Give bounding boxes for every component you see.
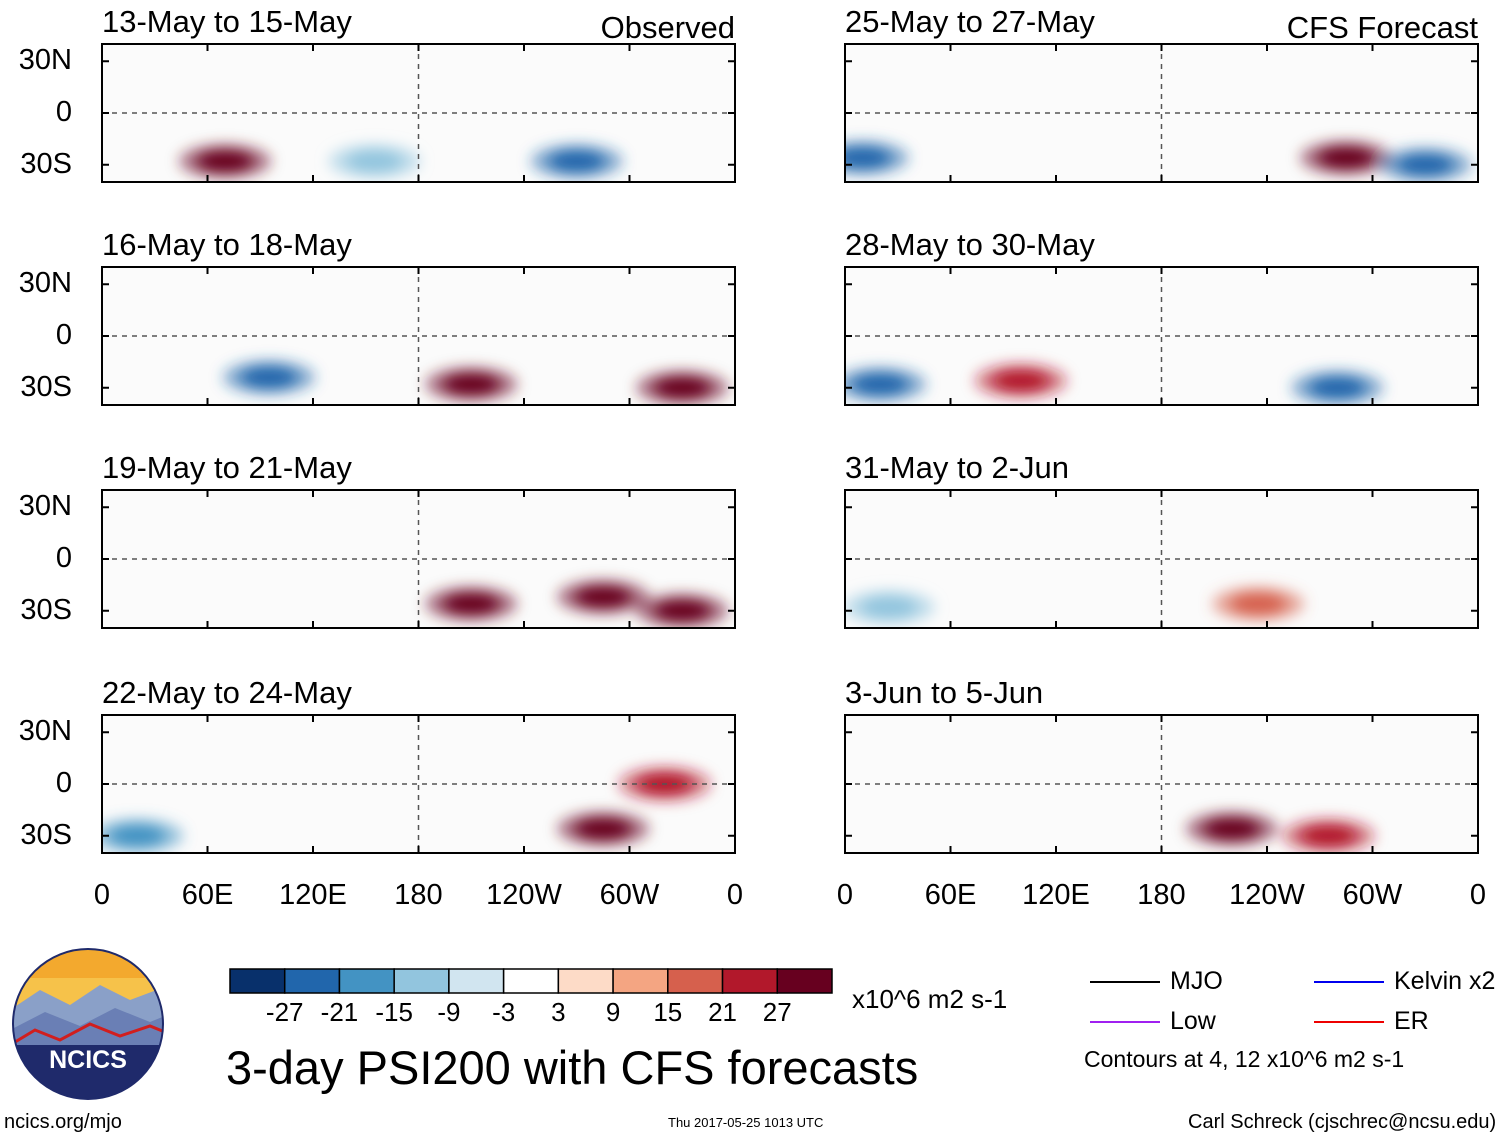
y-tick-label: 0 [55, 767, 72, 799]
y-tick-label: 30N [18, 490, 72, 523]
x-tick-label: 0 [1469, 879, 1487, 911]
panel-title: 25-May to 27-May [845, 4, 1095, 39]
colorbar-tick-label: 15 [653, 997, 683, 1027]
x-tick-label: 0 [93, 879, 111, 911]
psi-anomaly-core [1309, 376, 1366, 399]
column-label-observed: Observed [600, 10, 735, 45]
colorbar-box [448, 968, 505, 994]
psi-anomaly-core [654, 599, 711, 622]
column-label-forecast: CFS Forecast [1286, 10, 1478, 45]
psi-anomaly-core [1300, 824, 1357, 847]
y-tick-label: 30S [20, 147, 72, 180]
psi-anomaly-core [197, 150, 254, 173]
panel-title: 28-May to 30-May [845, 227, 1095, 262]
panel-title: 16-May to 18-May [102, 227, 352, 262]
y-tick-label: 30N [18, 715, 72, 748]
psi-anomaly-core [1318, 146, 1375, 169]
y-tick-label: 0 [55, 319, 72, 351]
psi-anomaly-core [845, 146, 891, 169]
colorbar-tick-label: -27 [265, 997, 304, 1027]
colorbar-box [338, 968, 395, 994]
psi-anomaly-core [992, 369, 1049, 392]
colorbar-box [667, 968, 724, 994]
footer-author: Carl Schreck (cjschrec@ncsu.edu) [1188, 1111, 1497, 1133]
legend-label: MJO [1170, 967, 1223, 995]
y-tick-label: 30N [18, 44, 72, 77]
map-panel [844, 266, 1479, 406]
x-tick-label: 0 [726, 879, 744, 911]
psi-anomaly-core [575, 585, 632, 608]
figure-title: 3-day PSI200 with CFS forecasts [226, 1041, 919, 1094]
panel-title: 13-May to 15-May [102, 4, 352, 39]
x-tick-label: 60W [599, 879, 660, 911]
colorbar-box [229, 968, 286, 994]
map-panel [844, 489, 1479, 629]
psi-anomaly-core [1203, 817, 1260, 840]
psi-anomaly-core [241, 366, 298, 389]
panel-title: 31-May to 2-Jun [845, 450, 1069, 485]
ncics-logo: NCICS [12, 948, 164, 1100]
x-tick-label: 180 [1137, 879, 1186, 911]
colorbar-units: x10^6 m2 s-1 [852, 984, 1008, 1014]
x-tick-label: 120W [1229, 879, 1305, 911]
colorbar-box [393, 968, 450, 994]
footer-url[interactable]: ncics.org/mjo [4, 1111, 122, 1133]
x-tick-label: 120E [1022, 879, 1090, 911]
colorbar-tick-label: -9 [437, 997, 461, 1027]
colorbar-box [557, 968, 614, 994]
legend-label: ER [1394, 1007, 1429, 1035]
x-tick-label: 60E [181, 879, 234, 911]
y-tick-label: 0 [55, 542, 72, 574]
colorbar-box [721, 968, 779, 994]
y-tick-label: 30N [18, 267, 72, 300]
colorbar-box [612, 968, 669, 994]
y-tick-label: 0 [55, 96, 72, 128]
y-tick-label: 30S [20, 370, 72, 403]
map-panel [844, 714, 1479, 854]
colorbar-tick-label: 3 [551, 997, 566, 1027]
y-tick-label: 30S [20, 818, 72, 851]
contour-note: Contours at 4, 12 x10^6 m2 s-1 [1084, 1046, 1405, 1072]
x-tick-label: 60E [924, 879, 977, 911]
psi-anomaly-core [654, 376, 711, 399]
x-tick-label: 120W [486, 879, 562, 911]
colorbar-tick-label: -21 [320, 997, 359, 1027]
x-tick-label: 180 [394, 879, 443, 911]
colorbar-box [283, 968, 341, 994]
psi-anomaly-core [109, 824, 166, 847]
psi-anomaly-core [548, 150, 605, 173]
colorbar-box [502, 968, 560, 994]
colorbar-tick-label: -3 [492, 997, 516, 1027]
psi-anomaly-core [852, 373, 909, 396]
colorbar-tick-label: 21 [708, 997, 737, 1027]
x-tick-label: 60W [1342, 879, 1403, 911]
map-panel [101, 43, 736, 183]
map-panel [844, 43, 1479, 183]
colorbar-tick-label: 9 [605, 997, 621, 1027]
footer-timestamp: Thu 2017-05-25 1013 UTC [668, 1115, 824, 1130]
colorbar-tick-label: 27 [762, 997, 792, 1027]
map-panel [101, 266, 736, 406]
psi-anomaly-core [443, 373, 500, 396]
map-panel [101, 714, 736, 854]
logo-text: NCICS [49, 1046, 127, 1074]
x-tick-label: 0 [836, 879, 854, 911]
x-tick-label: 120E [279, 879, 347, 911]
psi-anomaly-core [443, 592, 500, 615]
psi-anomaly-core [860, 596, 917, 619]
psi-anomaly-core [346, 150, 403, 173]
psi-anomaly-core [1230, 592, 1287, 615]
psi-anomaly-core [1397, 153, 1454, 176]
colorbar-box [776, 968, 833, 994]
psi-anomaly-core [575, 817, 632, 840]
panel-title: 22-May to 24-May [102, 675, 352, 710]
legend-label: Low [1170, 1007, 1216, 1035]
colorbar-tick-label: -15 [375, 997, 413, 1027]
map-panel [101, 489, 736, 629]
panel-title: 3-Jun to 5-Jun [845, 675, 1044, 710]
legend-label: Kelvin x2 [1394, 967, 1496, 995]
panel-title: 19-May to 21-May [102, 450, 352, 485]
y-tick-label: 30S [20, 593, 72, 626]
